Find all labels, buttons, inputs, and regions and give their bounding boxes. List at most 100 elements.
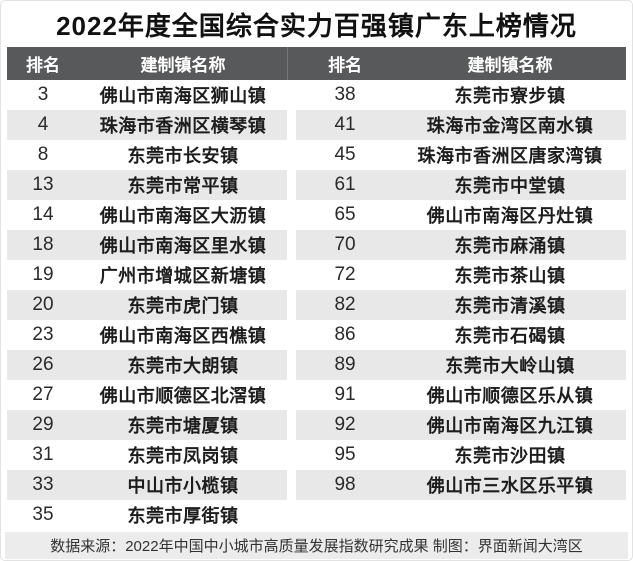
table-row: 98 佛山市三水区乐平镇 [296,470,626,500]
town-cell: 东莞市沙田镇 [454,446,566,466]
rank-cell: 18 [32,234,54,255]
table-row: 18 佛山市南海区里水镇 [7,230,288,260]
rank-cell: 41 [334,114,356,135]
table-row: 13 东莞市常平镇 [7,170,288,200]
rank-cell: 86 [334,324,356,345]
town-cell: 东莞市厚街镇 [127,506,239,526]
table-row: 4 珠海市香洲区横琴镇 [7,110,288,140]
rank-cell: 65 [334,204,356,225]
table-row: 91 佛山市顺德区乐从镇 [296,380,626,410]
table-row: 65 佛山市南海区丹灶镇 [296,200,626,230]
table-row: 20 东莞市虎门镇 [7,290,288,320]
town-cell: 东莞市麻涌镇 [454,236,566,256]
rank-cell: 3 [37,84,49,105]
table-row: 41 珠海市金湾区南水镇 [296,110,626,140]
rank-cell: 4 [37,114,49,135]
town-cell: 东莞市中堂镇 [454,176,566,196]
table-row: 45 珠海市香洲区唐家湾镇 [296,140,626,170]
town-cell: 广州市增城区新塘镇 [99,266,267,286]
rank-cell: 91 [334,384,356,405]
header-divider [287,47,296,80]
rank-cell: 72 [334,264,356,285]
town-cell: 佛山市南海区西樵镇 [99,326,267,346]
rank-cell: 8 [37,144,49,165]
header-left-group: 排名 建制镇名称 [7,47,287,80]
town-cell: 佛山市三水区乐平镇 [426,476,594,496]
header-rank-left: 排名 [26,56,60,75]
rank-cell: 27 [32,384,54,405]
town-cell: 佛山市南海区九江镇 [426,416,594,436]
town-cell: 珠海市香洲区唐家湾镇 [417,146,603,166]
rank-cell: 61 [334,174,356,195]
town-cell: 佛山市南海区大沥镇 [99,206,267,226]
town-cell: 东莞市塘厦镇 [127,416,239,436]
table-row: 19 广州市增城区新塘镇 [7,260,287,290]
town-cell: 珠海市金湾区南水镇 [426,116,594,136]
town-cell: 东莞市寮步镇 [454,86,566,106]
rank-cell: 14 [32,204,54,225]
table-row: 8 东莞市长安镇 [7,140,287,170]
table-row: 70 东莞市麻涌镇 [296,230,626,260]
rank-cell: 23 [32,324,54,345]
town-cell: 东莞市石碣镇 [454,326,566,346]
page-title: 2022年度全国综合实力百强镇广东上榜情况 [56,10,577,41]
town-cell: 东莞市大岭山镇 [445,356,575,376]
rank-cell: 45 [334,144,356,165]
rank-cell: 82 [334,294,356,315]
table-row [296,500,626,530]
table-left-column-group: 3 佛山市南海区狮山镇 4 珠海市香洲区横琴镇 8 东莞市长安镇 13 东莞市常… [7,80,288,530]
table-row: 38 东莞市寮步镇 [296,80,626,110]
town-cell: 东莞市大朗镇 [127,356,239,376]
rank-cell: 19 [32,264,54,285]
town-cell: 中山市小榄镇 [127,476,239,496]
town-cell: 佛山市南海区狮山镇 [99,86,267,106]
header-rank-right: 排名 [328,56,363,75]
rank-cell: 89 [334,354,356,375]
rank-cell: 98 [334,474,356,495]
table-row: 14 佛山市南海区大沥镇 [7,200,287,230]
rank-cell: 38 [334,84,356,105]
town-cell: 佛山市南海区丹灶镇 [426,206,594,226]
table-row: 92 佛山市南海区九江镇 [296,410,626,440]
table-row: 33 中山市小榄镇 [7,470,288,500]
header-town-right: 建制镇名称 [467,56,553,75]
town-cell: 东莞市清溪镇 [454,296,566,316]
rank-cell: 29 [32,414,54,435]
rank-cell: 92 [334,414,356,435]
table-row: 86 东莞市石碣镇 [296,320,626,350]
town-cell: 佛山市南海区里水镇 [99,236,267,256]
table-row: 31 东莞市凤岗镇 [7,440,287,470]
header-town-left: 建制镇名称 [140,56,226,75]
table-row: 23 佛山市南海区西樵镇 [7,320,287,350]
table-header: 排名 建制镇名称 排名 建制镇名称 [7,47,626,80]
rank-cell: 95 [334,444,356,465]
rank-cell: 35 [32,504,54,525]
table-row: 27 佛山市顺德区北滘镇 [7,380,287,410]
rank-cell: 26 [32,354,54,375]
column-group-gutter [287,80,297,530]
rank-cell: 33 [32,474,54,495]
town-cell: 东莞市常平镇 [127,176,239,196]
rank-cell: 31 [32,444,54,465]
table-row: 35 东莞市厚街镇 [7,500,287,530]
rank-cell: 70 [334,234,356,255]
town-cell: 东莞市凤岗镇 [127,446,239,466]
header-right-group: 排名 建制镇名称 [296,47,626,80]
rank-cell: 20 [32,294,54,315]
town-cell: 东莞市长安镇 [127,146,239,166]
town-cell: 东莞市虎门镇 [127,296,239,316]
town-cell: 佛山市顺德区北滘镇 [99,386,267,406]
table-row: 26 东莞市大朗镇 [7,350,288,380]
table-right-column-group: 38 东莞市寮步镇 41 珠海市金湾区南水镇 45 珠海市香洲区唐家湾镇 61 … [296,80,626,530]
town-cell: 佛山市顺德区乐从镇 [426,386,594,406]
source-note: 数据来源：2022年中国中小城市高质量发展指数研究成果 制图：界面新闻大湾区 [5,532,628,559]
town-cell: 东莞市茶山镇 [454,266,566,286]
table-row: 95 东莞市沙田镇 [296,440,626,470]
table-row: 3 佛山市南海区狮山镇 [7,80,287,110]
table-row: 29 东莞市塘厦镇 [7,410,288,440]
rank-cell: 13 [32,174,54,195]
table-row: 72 东莞市茶山镇 [296,260,626,290]
table-row: 61 东莞市中堂镇 [296,170,626,200]
table-row: 82 东莞市清溪镇 [296,290,626,320]
